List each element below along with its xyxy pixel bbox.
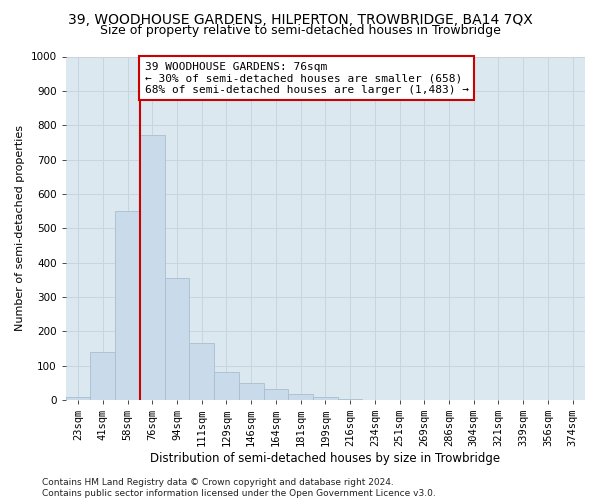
Bar xyxy=(214,372,239,400)
Bar xyxy=(288,394,313,400)
Bar xyxy=(190,344,214,400)
Bar xyxy=(91,352,115,400)
Bar xyxy=(66,397,91,400)
Text: 39 WOODHOUSE GARDENS: 76sqm
← 30% of semi-detached houses are smaller (658)
68% : 39 WOODHOUSE GARDENS: 76sqm ← 30% of sem… xyxy=(145,62,469,95)
Text: Contains HM Land Registry data © Crown copyright and database right 2024.
Contai: Contains HM Land Registry data © Crown c… xyxy=(42,478,436,498)
Bar xyxy=(140,136,164,400)
Bar xyxy=(239,382,263,400)
Bar xyxy=(164,278,190,400)
Bar xyxy=(313,397,338,400)
Bar xyxy=(338,399,362,400)
Y-axis label: Number of semi-detached properties: Number of semi-detached properties xyxy=(15,125,25,331)
X-axis label: Distribution of semi-detached houses by size in Trowbridge: Distribution of semi-detached houses by … xyxy=(150,452,500,465)
Text: Size of property relative to semi-detached houses in Trowbridge: Size of property relative to semi-detach… xyxy=(100,24,500,37)
Bar xyxy=(115,211,140,400)
Bar xyxy=(263,388,288,400)
Text: 39, WOODHOUSE GARDENS, HILPERTON, TROWBRIDGE, BA14 7QX: 39, WOODHOUSE GARDENS, HILPERTON, TROWBR… xyxy=(68,12,532,26)
